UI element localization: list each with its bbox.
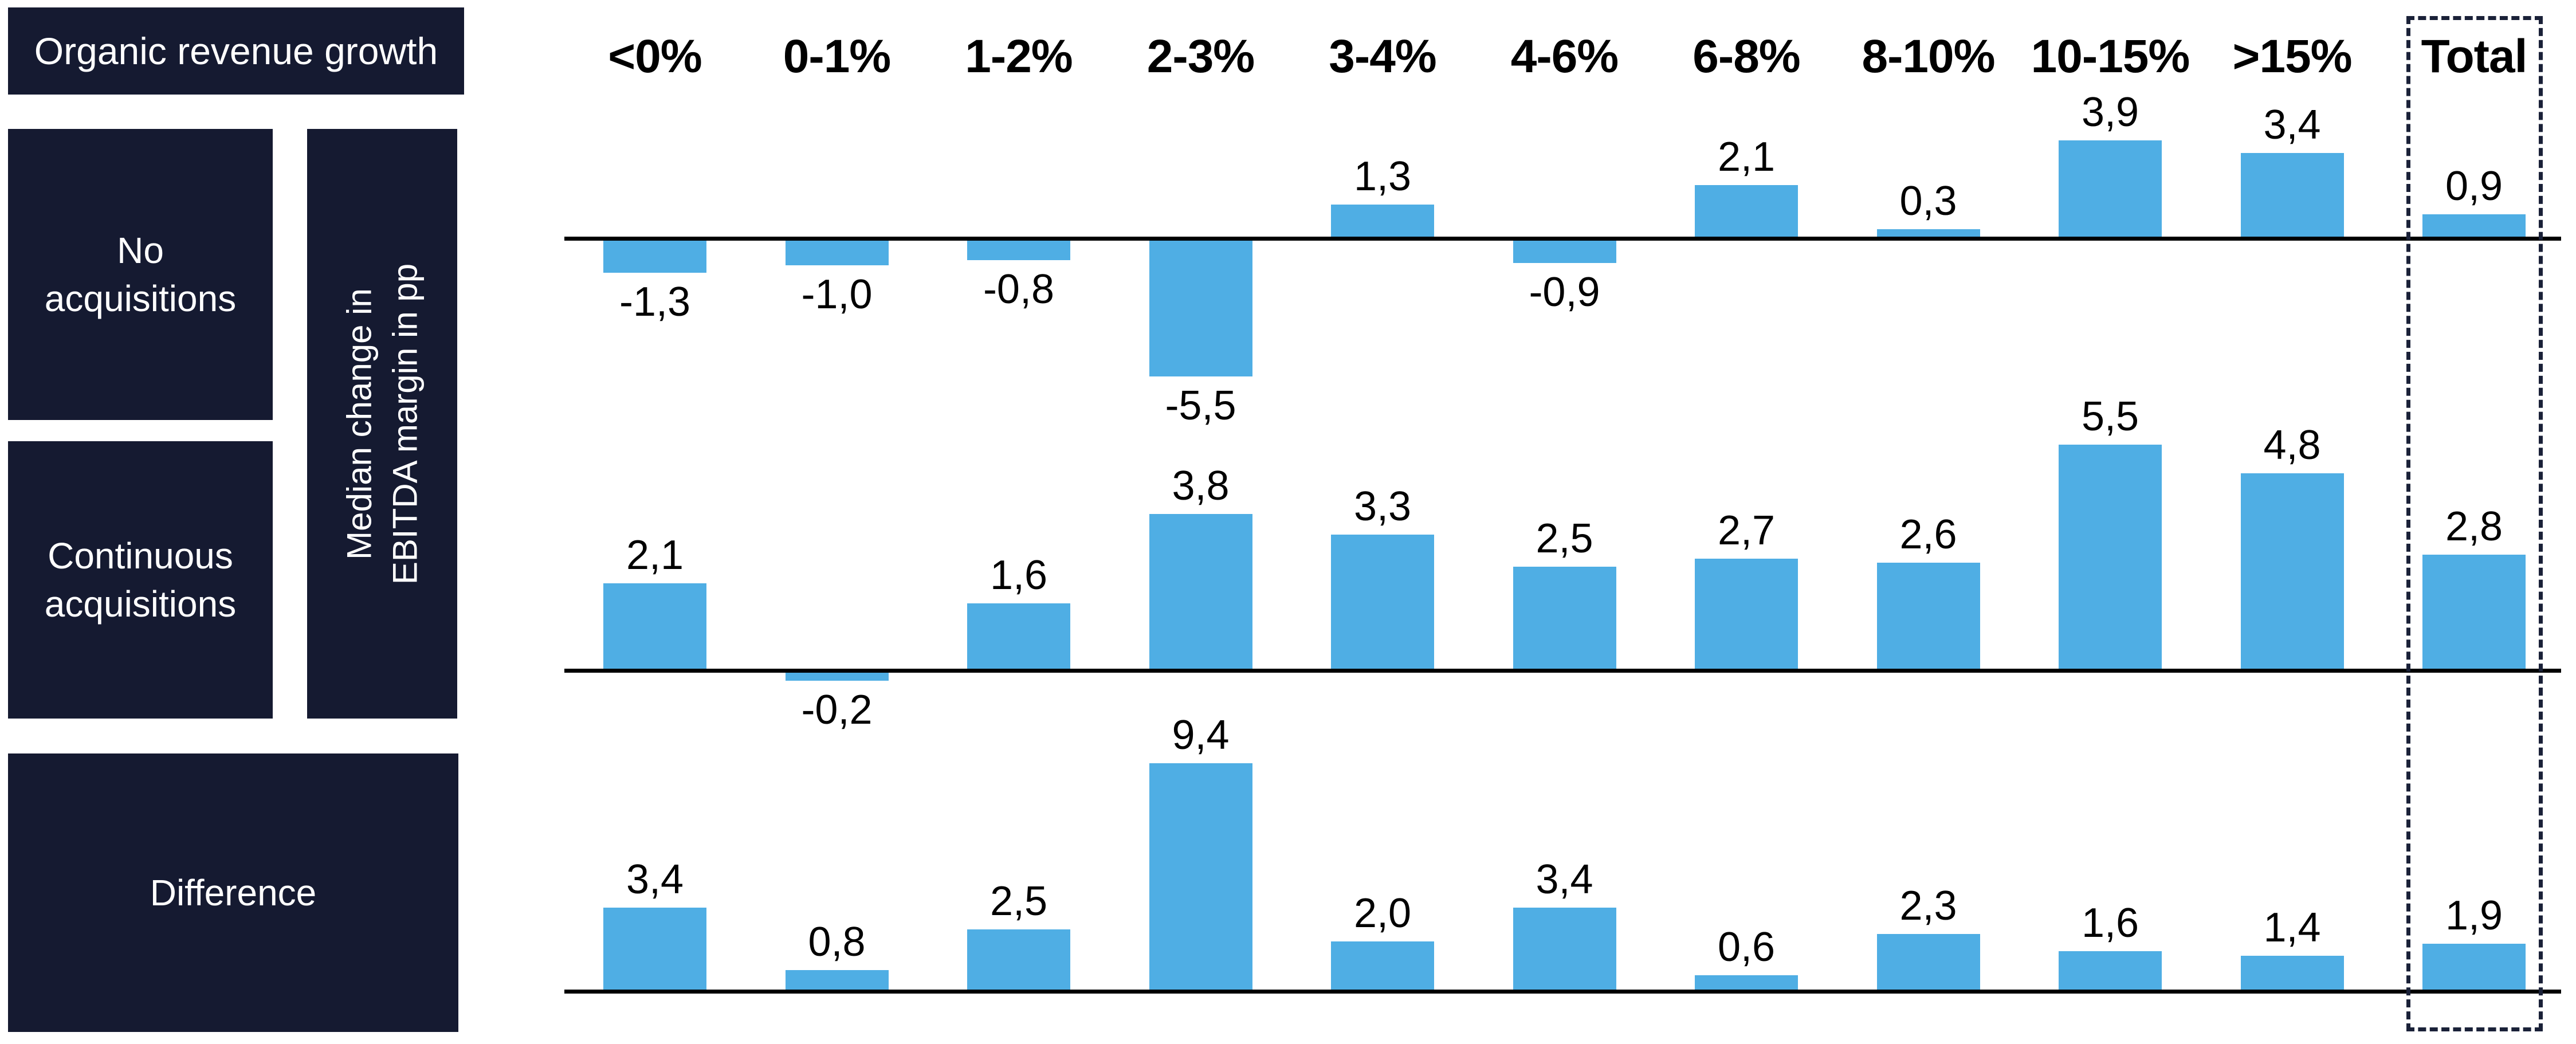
bar-no-acquisitions-3-4 <box>1331 205 1434 237</box>
value-label: 1,9 <box>2445 893 2503 939</box>
value-label: 4,8 <box>2263 422 2321 468</box>
value-label: -1,3 <box>619 279 691 325</box>
bar-difference-1-2 <box>967 929 1070 990</box>
value-label: 2,8 <box>2445 504 2503 550</box>
value-label: 2,6 <box>1899 512 1957 558</box>
column-header-6-8: 6-8% <box>1693 30 1800 83</box>
x-axis-title: Organic revenue growth <box>34 30 438 72</box>
bar-continuous-acquisitions-4-6 <box>1513 567 1616 669</box>
bar-no-acquisitions-4-6 <box>1513 241 1616 263</box>
column-header-3-4: 3-4% <box>1329 30 1436 83</box>
bar-difference-10-15 <box>2059 951 2162 990</box>
value-label: 2,1 <box>626 532 684 578</box>
value-label: 5,5 <box>2081 394 2139 439</box>
row-label-text: Continuous acquisitions <box>44 535 237 625</box>
value-label: 0,9 <box>2445 163 2503 209</box>
bar-difference-total <box>2422 944 2526 990</box>
bar-continuous-acquisitions-10-15 <box>2059 445 2162 669</box>
total-column-highlight-box <box>2406 16 2543 1031</box>
column-header-10-15: 10-15% <box>2031 30 2190 83</box>
bar-no-acquisitions-6-8 <box>1695 185 1798 237</box>
bar-continuous-acquisitions-8-10 <box>1876 563 1980 669</box>
column-header-15: >15% <box>2232 30 2352 83</box>
bar-no-acquisitions-0 <box>603 241 706 273</box>
value-label: 2,7 <box>1717 508 1776 554</box>
value-label: 2,0 <box>1353 890 1412 936</box>
value-label: 0,8 <box>808 919 866 965</box>
value-label: 1,6 <box>2081 900 2139 946</box>
value-label: 3,4 <box>2263 102 2321 148</box>
value-label: 3,9 <box>2081 89 2139 135</box>
bar-difference-0 <box>603 908 706 990</box>
column-header-4-6: 4-6% <box>1510 30 1619 83</box>
x-axis-title-box: Organic revenue growth <box>8 7 464 95</box>
value-label: 1,6 <box>989 552 1048 598</box>
bar-continuous-acquisitions-6-8 <box>1695 559 1798 669</box>
row-label-difference: Difference <box>8 753 458 1032</box>
column-header-0: <0% <box>608 30 702 83</box>
bar-continuous-acquisitions-total <box>2422 555 2526 669</box>
bar-difference-15 <box>2240 956 2344 990</box>
column-header-total: Total <box>2421 30 2528 83</box>
bar-difference-8-10 <box>1876 934 1980 990</box>
column-header-1-2: 1-2% <box>965 30 1073 83</box>
value-label: 3,3 <box>1353 484 1412 529</box>
row-label-continuous-acquisitions: Continuous acquisitions <box>8 441 273 719</box>
bar-continuous-acquisitions-1-2 <box>967 603 1070 669</box>
bar-continuous-acquisitions-2-3 <box>1149 514 1252 669</box>
value-label: 1,4 <box>2263 905 2321 951</box>
zero-axis-line-difference <box>564 990 2561 994</box>
y-axis-title: Median change in EBITDA margin in pp <box>340 263 424 584</box>
y-axis-title-box: Median change in EBITDA margin in pp <box>307 129 457 719</box>
row-label-no-acquisitions: No acquisitions <box>8 129 273 420</box>
value-label: 3,4 <box>1536 857 1593 902</box>
value-label: -0,2 <box>801 687 873 733</box>
value-label: -1,0 <box>801 272 873 317</box>
row-label-text: Difference <box>150 872 317 913</box>
bar-no-acquisitions-2-3 <box>1149 241 1252 376</box>
value-label: -0,9 <box>1529 269 1600 315</box>
bar-difference-2-3 <box>1149 763 1252 990</box>
value-label: 0,6 <box>1717 924 1776 970</box>
value-label: 2,3 <box>1899 883 1957 929</box>
zero-axis-line-continuous-acquisitions <box>564 669 2561 673</box>
bar-no-acquisitions-10-15 <box>2059 140 2162 237</box>
column-header-2-3: 2-3% <box>1146 30 1255 83</box>
bar-continuous-acquisitions-15 <box>2240 473 2344 669</box>
bar-no-acquisitions-0-1 <box>785 241 889 265</box>
bar-no-acquisitions-8-10 <box>1876 229 1980 237</box>
value-label: 2,5 <box>1536 516 1593 562</box>
zero-axis-line-no-acquisitions <box>564 237 2561 241</box>
row-label-text: No acquisitions <box>44 230 237 319</box>
bar-no-acquisitions-15 <box>2240 153 2344 237</box>
value-label: -0,8 <box>983 266 1055 312</box>
bar-continuous-acquisitions-3-4 <box>1331 535 1434 669</box>
bar-difference-0-1 <box>785 970 889 990</box>
value-label: 2,1 <box>1717 134 1776 180</box>
value-label: 9,4 <box>1172 712 1230 758</box>
bar-no-acquisitions-total <box>2422 214 2526 237</box>
value-label: 3,4 <box>626 857 684 902</box>
value-label: 2,5 <box>989 878 1048 924</box>
bar-continuous-acquisitions-0-1 <box>785 673 889 681</box>
value-label: 0,3 <box>1899 178 1957 224</box>
bar-difference-3-4 <box>1331 941 1434 990</box>
value-label: -5,5 <box>1165 383 1236 429</box>
value-label: 3,8 <box>1172 463 1230 509</box>
bar-difference-4-6 <box>1513 908 1616 990</box>
value-label: 1,3 <box>1353 154 1412 199</box>
bar-difference-6-8 <box>1695 975 1798 990</box>
column-header-0-1: 0-1% <box>783 30 891 83</box>
bar-no-acquisitions-1-2 <box>967 241 1070 260</box>
bar-continuous-acquisitions-0 <box>603 583 706 669</box>
column-header-8-10: 8-10% <box>1862 30 1995 83</box>
